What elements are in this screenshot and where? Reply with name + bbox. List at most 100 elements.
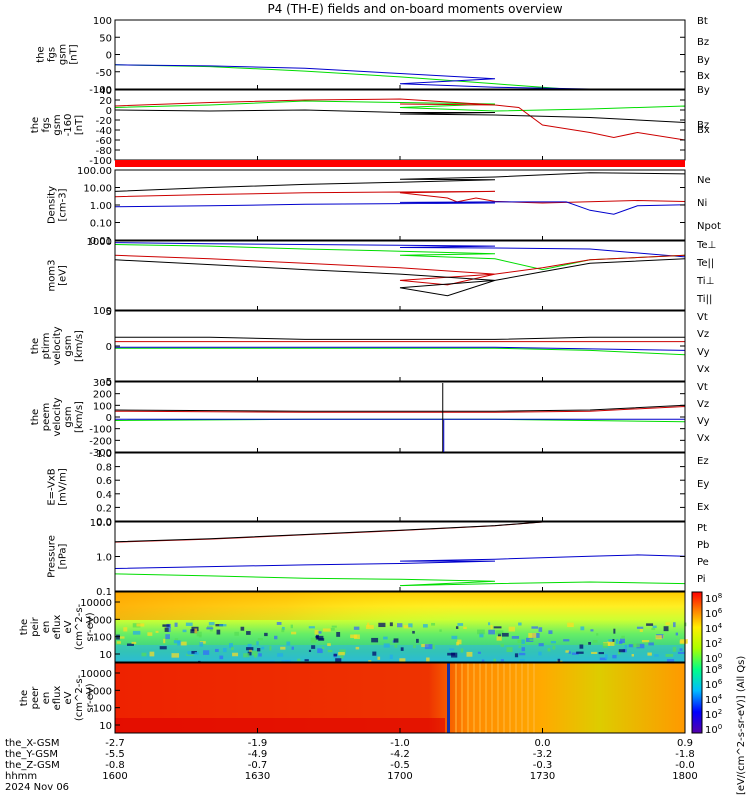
axes-frame-fgs-160 (114, 89, 686, 161)
ion-speckle-84 (665, 653, 674, 657)
ytick-label-efield-3: 0.4 (96, 490, 112, 501)
ylabel-peer-2: en (41, 692, 52, 705)
el-stripe-13 (533, 663, 535, 733)
legend-fgs-0: Bt (697, 16, 708, 27)
ion-speckle-159 (615, 639, 619, 644)
el-stripe-11 (521, 663, 523, 733)
ytick-label-temperature-0: 1000 (87, 237, 112, 248)
legend-efield-2: Ex (697, 502, 709, 513)
ytick-label-peem-velocity-5: -200 (89, 436, 112, 447)
ytick-label-peer-0: 10000 (80, 669, 112, 680)
ion-speckle-56 (432, 644, 435, 650)
ion-speckle-245 (529, 638, 533, 642)
ion-speckle-116 (673, 622, 676, 628)
colorbar-label-0-2: 104 (705, 622, 723, 635)
ion-speckle-64 (449, 648, 455, 651)
ytick-label-peir-0: 10000 (80, 598, 112, 609)
ion-speckle-212 (568, 651, 571, 654)
ion-speckle-46 (149, 651, 155, 657)
ion-speckle-39 (679, 648, 683, 651)
ion-speckle-145 (141, 652, 147, 657)
ion-speckle-250 (321, 646, 325, 650)
ytick-label-fgs-160-3: -20 (96, 116, 112, 127)
ytick-label-efield-2: 0.6 (96, 476, 112, 487)
xaxis-value-3-0: 1600 (102, 771, 127, 782)
ion-speckle-13 (592, 640, 598, 643)
legend-fgs-160-2: Bx (697, 125, 710, 136)
ylabel-fgs-1: fgs (47, 47, 58, 62)
ion-speckle-183 (501, 632, 509, 637)
colorbar-label-0-3: 102 (705, 637, 722, 650)
ion-speckle-146 (500, 643, 504, 647)
ion-speckle-106 (330, 627, 335, 631)
ion-speckle-149 (528, 632, 537, 638)
ytick-label-fgs-160-4: -40 (96, 126, 112, 137)
legend-density-1: Ni (697, 198, 707, 209)
ytick-label-fgs-1: 50 (99, 33, 112, 44)
ytick-label-density-0: 100.00 (77, 166, 112, 177)
ytick-label-peir-2: 100 (93, 633, 112, 644)
series-temperature-Te|| (115, 246, 685, 297)
ion-speckle-117 (675, 632, 679, 636)
ion-speckle-104 (591, 651, 598, 655)
xaxis-value-1-4: -1.8 (675, 749, 695, 760)
ion-speckle-51 (654, 654, 659, 657)
ytick-label-fgs-160-5: -60 (96, 136, 112, 147)
ylabel-peer-3: eflux (52, 686, 63, 711)
ion-speckle-252 (194, 628, 198, 634)
ytick-label-pressure-1: 1.0 (96, 553, 112, 564)
ylabel-peer-0: the (19, 690, 30, 706)
red-separator-bar (115, 160, 685, 167)
ion-speckle-217 (580, 626, 585, 631)
ion-speckle-215 (424, 644, 433, 650)
spectrogram-peer-bottomband (115, 718, 445, 733)
ylabel-peir-5: (cm^2-s- (74, 603, 85, 650)
spectrogram-labels: the peir en eflux eV (cm^2-s-sr-eV)1000010001… (19, 598, 120, 732)
ion-speckle-247 (254, 654, 257, 658)
ion-speckle-138 (171, 653, 180, 658)
ion-speckle-239 (367, 622, 370, 627)
ylabel-peir-3: eflux (52, 615, 63, 640)
series-ptirm-velocity-Vt (115, 327, 685, 340)
ytick-label-peem-velocity-0: 300 (93, 378, 112, 389)
ytick-label-fgs-2: 0 (106, 51, 112, 62)
panel-pressure: 10.0 1.0 0.1 Pressure [nPa] Pt Pb Pe Pi (47, 518, 710, 598)
ion-speckle-208 (567, 622, 574, 628)
series-pressure-Pt (115, 522, 543, 543)
ylabel-fgs-160-1: fgs (41, 117, 52, 132)
ylabel-peer-4: eV (63, 691, 74, 704)
ion-speckle-201 (550, 640, 556, 644)
ylabel-fgs-160-0: the (30, 117, 41, 133)
ion-speckle-226 (439, 629, 442, 632)
ion-speckle-147 (261, 646, 265, 650)
ylabel-fgs-2: gsm (58, 44, 69, 65)
legend-pressure-1: Pb (697, 540, 709, 551)
ion-speckle-113 (488, 629, 496, 635)
legend-ptirm-velocity-1: Vz (697, 329, 709, 340)
ion-speckle-234 (517, 639, 524, 643)
ion-speckle-220 (297, 658, 301, 662)
ion-speckle-251 (496, 636, 502, 641)
ion-speckle-15 (666, 659, 675, 663)
el-stripe-6 (491, 663, 493, 733)
ion-speckle-171 (632, 643, 640, 648)
series-peem-velocity-Vz (115, 405, 685, 413)
ion-speckle-196 (182, 629, 187, 633)
legend-ptirm-velocity-2: Vy (697, 347, 710, 358)
ion-speckle-103 (579, 644, 584, 649)
ylabel-ptirm-velocity-4: [km/s] (74, 330, 85, 362)
ion-speckle-191 (588, 642, 591, 645)
xaxis-value-3-2: 1700 (387, 771, 412, 782)
ion-speckle-41 (408, 623, 413, 628)
ylabel-peem-velocity-3: gsm (63, 406, 74, 427)
colorbar-title: [eV/(cm^2-s-sr-eV)] (All Qs) (736, 656, 747, 795)
ion-speckle-135 (518, 652, 526, 656)
ion-speckle-240 (605, 654, 608, 660)
ylabel-temperature-1: [eV] (58, 265, 69, 286)
ion-speckle-241 (304, 659, 309, 662)
legend-peem-velocity-2: Vy (697, 416, 710, 427)
ion-speckle-202 (219, 624, 227, 627)
ion-speckle-248 (371, 637, 379, 643)
